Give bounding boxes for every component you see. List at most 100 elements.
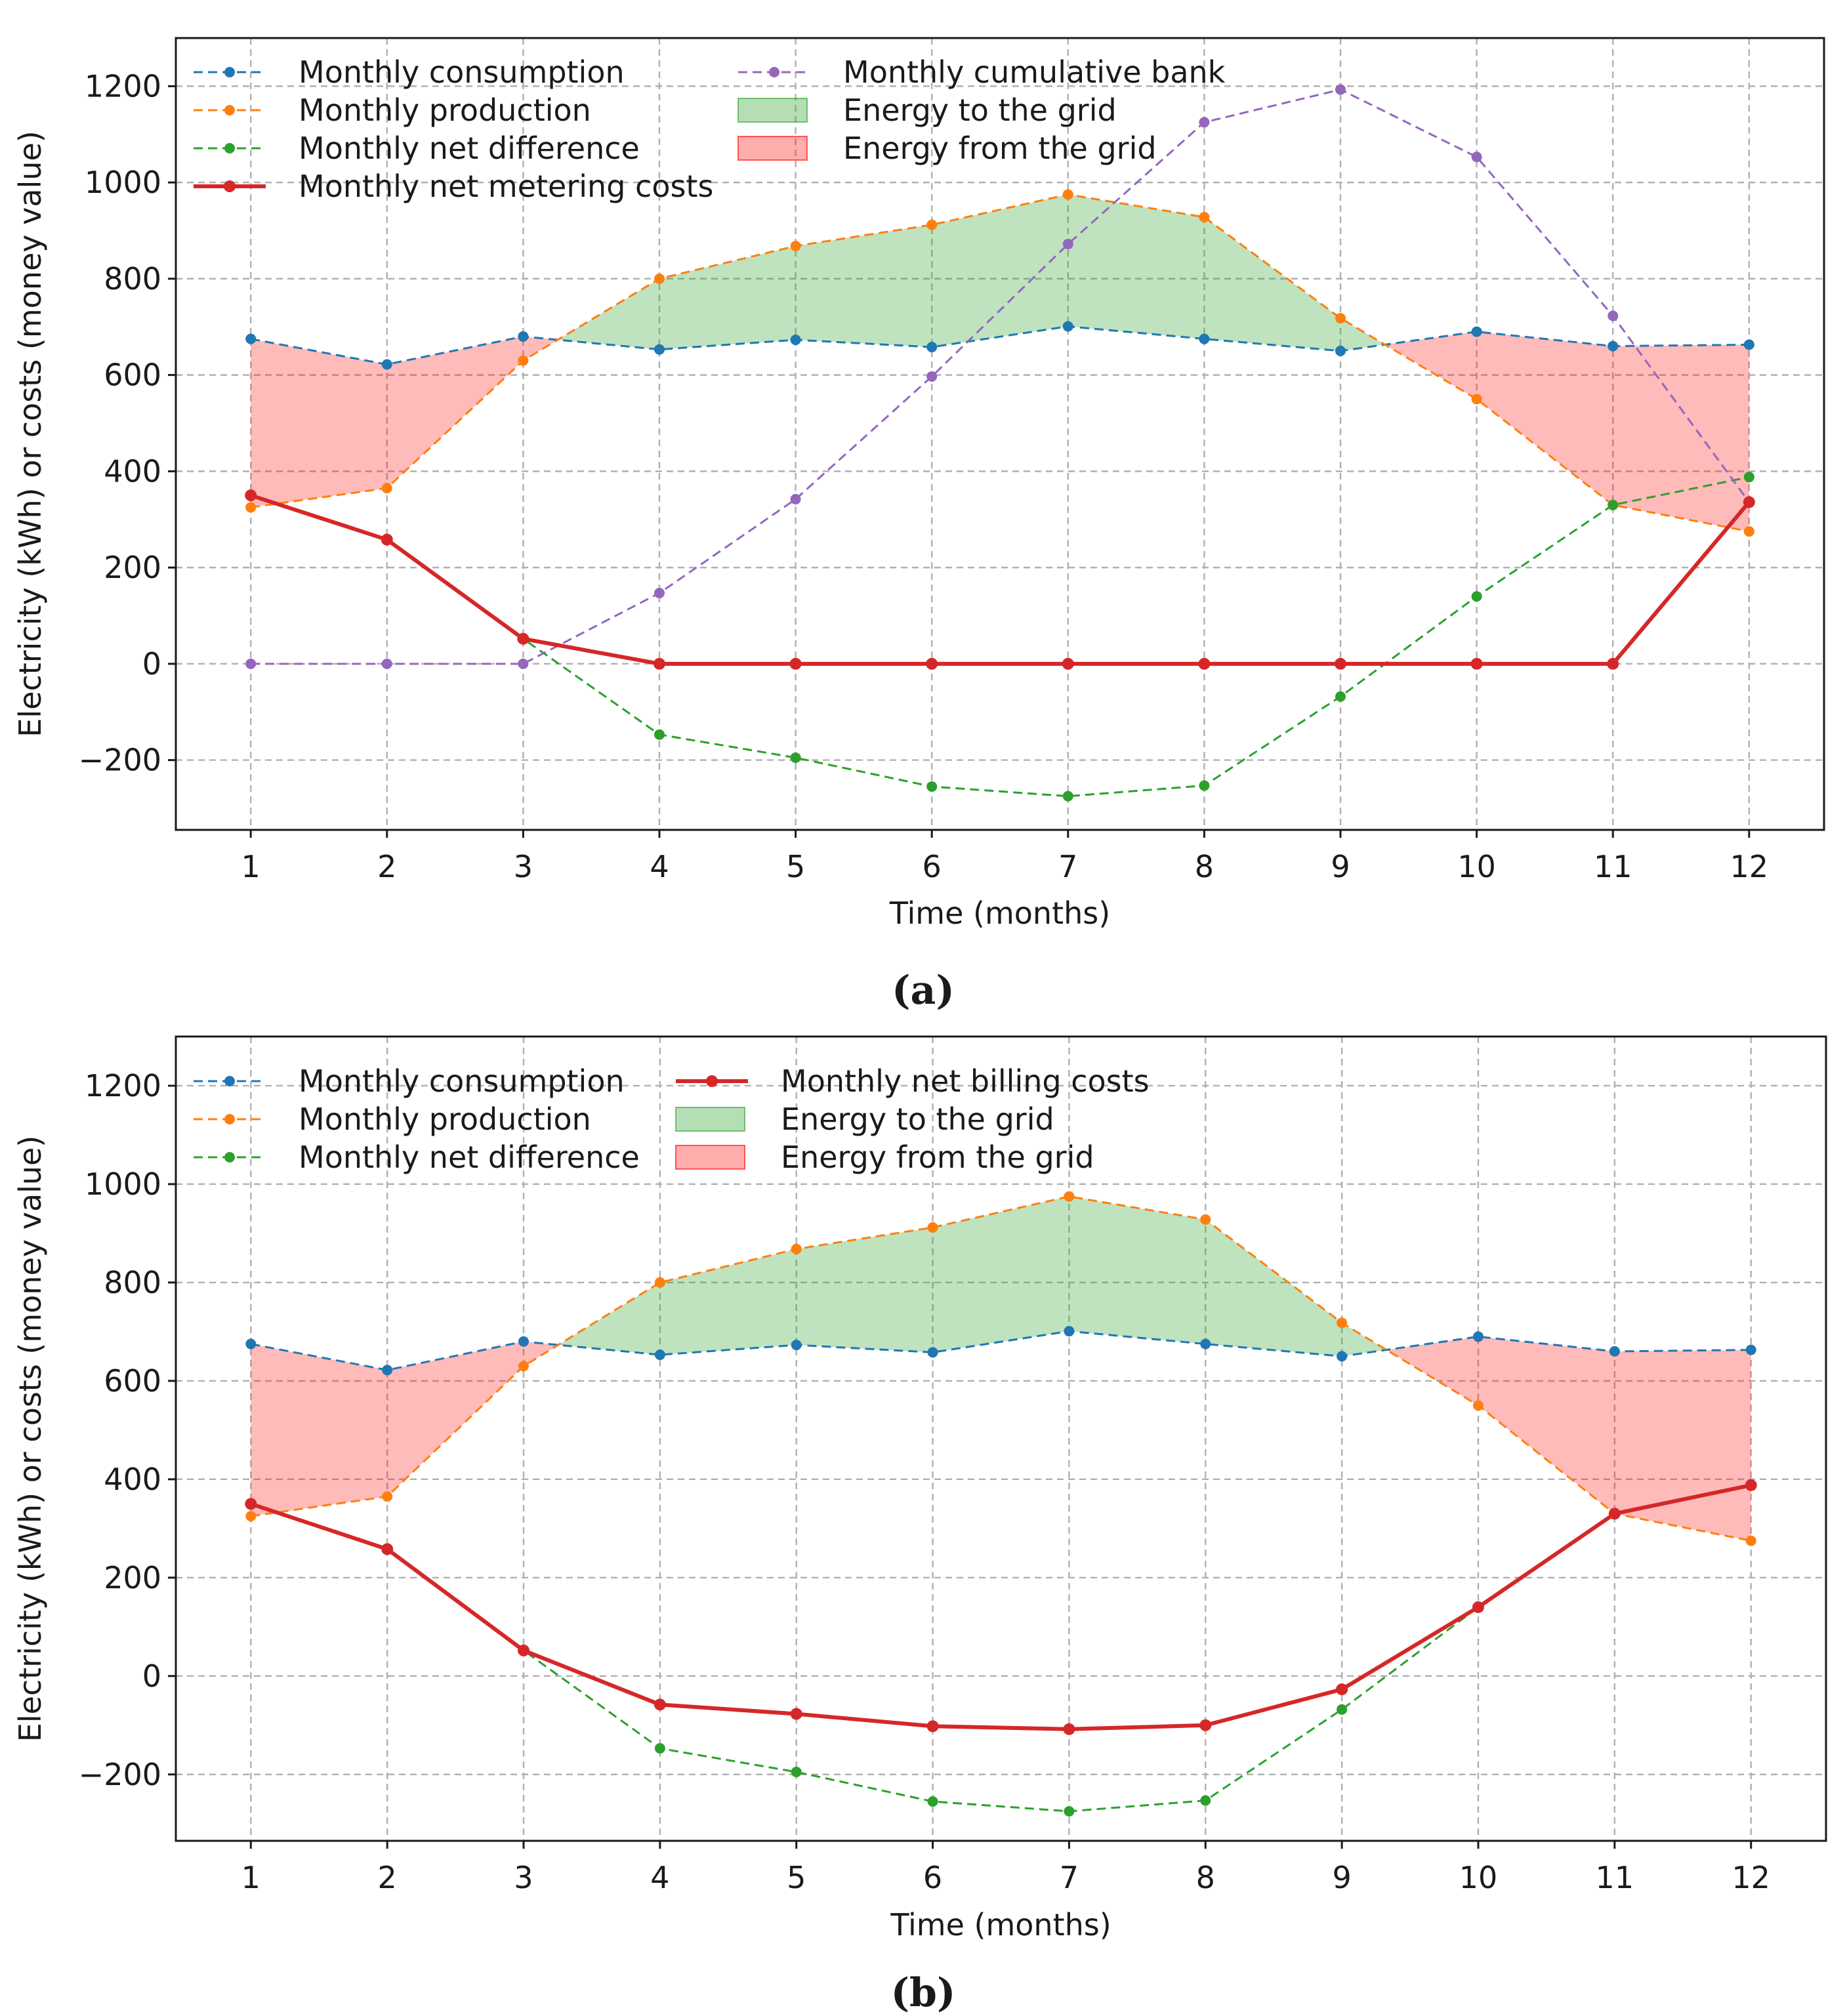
data-point-consumption — [791, 1340, 802, 1351]
data-point-consumption — [654, 344, 665, 355]
legend-item: Monthly consumption — [194, 1063, 625, 1099]
y-tick-label: 1200 — [85, 1068, 161, 1103]
legend-marker-consumption — [224, 67, 235, 77]
data-point-cost — [1198, 657, 1211, 670]
data-point-consumption — [1064, 1326, 1075, 1337]
series-production — [245, 1191, 1756, 1546]
legend-label: Energy from the grid — [843, 131, 1157, 166]
legend-label: Monthly consumption — [299, 1063, 625, 1099]
series-line-cost — [250, 493, 1751, 666]
legend-swatch — [675, 1145, 745, 1170]
data-point-production — [927, 1222, 938, 1233]
x-axis-label: Time (months) — [890, 1907, 1111, 1943]
data-point-net — [1743, 472, 1754, 483]
data-point-net — [790, 752, 801, 763]
data-point-production — [245, 502, 257, 513]
y-tick-label: 600 — [104, 358, 161, 393]
fill-areas — [251, 194, 1749, 532]
y-tick-label: 200 — [104, 1560, 161, 1595]
series-line-consumption — [251, 1330, 1751, 1371]
legend-label: Monthly net billing costs — [781, 1063, 1150, 1099]
data-point-consumption — [518, 331, 529, 342]
legend-item: Monthly net billing costs — [676, 1063, 1150, 1099]
data-point-consumption — [1608, 340, 1619, 352]
legend-item: Monthly net difference — [194, 131, 640, 166]
energy-from-grid-area — [1384, 331, 1749, 532]
y-tick-label: 0 — [142, 646, 161, 682]
data-point-cost — [926, 1720, 939, 1733]
data-point-consumption — [381, 359, 392, 370]
legend-item: Energy from the grid — [675, 1140, 1094, 1175]
data-point-production — [1200, 1214, 1211, 1225]
legend-marker-net — [224, 143, 235, 154]
data-point-production — [1472, 1400, 1484, 1411]
y-tick-label: 600 — [104, 1363, 161, 1399]
x-tick-label: 9 — [1332, 1860, 1351, 1895]
y-tick-label: 200 — [104, 550, 161, 585]
legend-label: Monthly net difference — [299, 131, 640, 166]
y-tick-label: 400 — [104, 453, 161, 489]
series-cost — [245, 1479, 1757, 1735]
legend-item: Monthly net difference — [194, 1140, 640, 1175]
y-tick-label: 1200 — [85, 68, 161, 104]
x-tick-label: 4 — [650, 849, 669, 884]
data-point-cost — [1472, 1601, 1484, 1613]
data-point-cost — [1335, 657, 1347, 670]
data-point-cost — [926, 657, 938, 670]
data-point-production — [790, 240, 801, 251]
x-tick-label: 1 — [241, 849, 260, 884]
data-point-cost — [381, 533, 393, 546]
x-tick-label: 6 — [923, 849, 942, 884]
series-line-cost — [250, 1483, 1752, 1731]
data-point-production — [1199, 211, 1210, 222]
data-point-cost — [789, 657, 802, 670]
x-tick-label: 5 — [787, 1860, 806, 1895]
data-point-cost — [1470, 657, 1483, 670]
data-point-bank — [518, 658, 529, 669]
y-axis-label: Electricity (kWh) or costs (money value) — [12, 1136, 48, 1742]
data-point-bank — [790, 493, 801, 504]
legend-marker-cost — [224, 180, 236, 192]
data-point-cost — [518, 1644, 530, 1656]
plot-frame — [175, 1035, 1827, 1842]
data-point-net — [1608, 499, 1619, 510]
panel-caption: (b) — [891, 1970, 956, 2016]
data-point-production — [245, 1511, 257, 1522]
series-line-production — [251, 1195, 1751, 1542]
data-point-consumption — [245, 1338, 257, 1349]
data-point-production — [1745, 1535, 1756, 1546]
series-line-net — [250, 1484, 1751, 1813]
data-point-production — [518, 355, 529, 366]
data-point-production — [926, 219, 938, 230]
x-tick-label: 4 — [650, 1860, 669, 1895]
data-point-consumption — [1335, 345, 1346, 356]
legend-label: Energy to the grid — [781, 1101, 1054, 1137]
legend-label: Energy to the grid — [843, 93, 1117, 128]
data-point-cost — [245, 489, 257, 502]
y-axis-label: Electricity (kWh) or costs (money value) — [12, 131, 48, 737]
x-tick-label: 1 — [241, 1860, 260, 1895]
data-point-consumption — [654, 1349, 665, 1361]
legend-item: Energy from the grid — [737, 131, 1157, 166]
data-point-bank — [1062, 239, 1073, 250]
legend-item: Energy to the grid — [675, 1101, 1054, 1137]
energy-from-grid-area — [1386, 1336, 1751, 1541]
legend-marker-production — [224, 105, 235, 115]
data-point-cost — [653, 657, 665, 670]
data-point-production — [1062, 189, 1073, 200]
data-point-consumption — [790, 335, 801, 346]
x-tick-label: 12 — [1732, 1860, 1770, 1895]
y-tick-label: −200 — [79, 1757, 161, 1792]
data-point-consumption — [1200, 1338, 1211, 1349]
legend-marker-net — [224, 1152, 235, 1162]
legend-label: Monthly consumption — [299, 54, 625, 90]
data-point-net — [791, 1767, 802, 1778]
data-point-cost — [1743, 496, 1755, 508]
x-tick-label: 10 — [1457, 849, 1496, 884]
series-line-consumption — [250, 325, 1749, 365]
x-tick-label: 10 — [1459, 1860, 1498, 1895]
data-point-net — [927, 1796, 938, 1807]
legend-label: Energy from the grid — [781, 1140, 1094, 1175]
